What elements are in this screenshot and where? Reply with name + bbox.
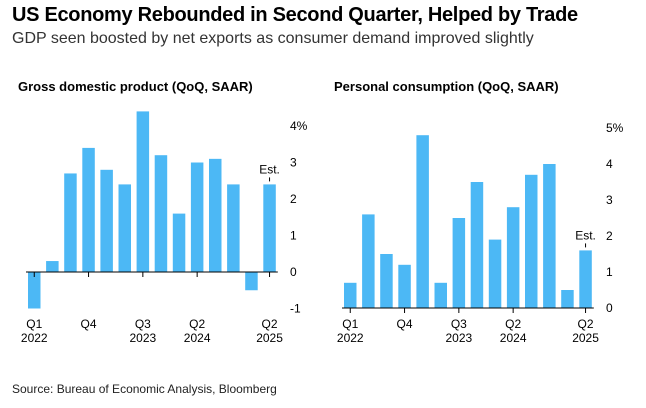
gdp-xtick-year: 2023 — [129, 331, 156, 345]
pce-xtick-label: Q2 — [578, 317, 594, 331]
pce-xtick-year: 2023 — [445, 331, 472, 345]
pce-bar — [579, 250, 592, 308]
gdp-xtick-label: Q2 — [189, 317, 205, 331]
pce-xtick-year: 2022 — [337, 331, 364, 345]
gdp-xtick-year: 2022 — [21, 331, 48, 345]
pce-bar — [543, 164, 556, 308]
gdp-ytick-label: -1 — [290, 302, 301, 316]
gdp-ytick-label: 1 — [290, 229, 297, 243]
gdp-xtick-label: Q1 — [26, 317, 42, 331]
pce-ytick-label: 2 — [606, 229, 613, 243]
pce-bar — [506, 207, 520, 308]
gdp-xtick-year: 2025 — [256, 331, 283, 345]
gdp-bar — [209, 158, 222, 272]
gdp-bar — [136, 111, 150, 273]
pce-xtick-label: Q3 — [451, 317, 467, 331]
pce-bar — [525, 174, 538, 308]
pce-xtick-label: Q1 — [342, 317, 358, 331]
pce-xtick-year: 2024 — [500, 331, 527, 345]
gdp-bar — [263, 184, 276, 272]
pce-bar — [488, 239, 502, 308]
pce-ytick-label: 5% — [606, 121, 624, 135]
gdp-bar — [245, 272, 258, 291]
gdp-bar — [227, 184, 240, 272]
consumption-panel-title: Personal consumption (QoQ, SAAR) — [334, 79, 559, 94]
gdp-bar — [172, 213, 186, 272]
chart-title: US Economy Rebounded in Second Quarter, … — [12, 4, 578, 26]
pce-bar — [362, 214, 375, 308]
gdp-bar — [28, 272, 41, 309]
gdp-bar — [46, 261, 59, 272]
pce-annotation-label: Est. — [575, 228, 596, 242]
chart-subtitle: GDP seen boosted by net exports as consu… — [12, 30, 534, 47]
gdp-ytick-label: 4% — [290, 119, 308, 133]
pce-ytick-label: 0 — [606, 301, 613, 315]
pce-xtick-label: Q2 — [505, 317, 521, 331]
gdp-bar — [100, 169, 113, 272]
gdp-bar — [64, 173, 77, 272]
pce-xtick-year: 2025 — [572, 331, 599, 345]
pce-xtick-label: Q4 — [397, 317, 413, 331]
gdp-bar — [118, 184, 131, 272]
gdp-xtick-label: Q2 — [262, 317, 278, 331]
source-note: Source: Bureau of Economic Analysis, Blo… — [12, 382, 277, 396]
pce-ytick-label: 4 — [606, 157, 613, 171]
gdp-xtick-label: Q4 — [81, 317, 97, 331]
gdp-bar — [190, 162, 204, 272]
gdp-ytick-label: 3 — [290, 156, 297, 170]
gdp-panel-title: Gross domestic product (QoQ, SAAR) — [18, 79, 253, 94]
gdp-bar — [82, 147, 95, 272]
gdp-annotation-label: Est. — [259, 162, 280, 176]
gdp-xtick-label: Q3 — [135, 317, 151, 331]
gdp-ytick-label: 0 — [290, 265, 297, 279]
pce-bar — [398, 264, 411, 308]
pce-bar — [452, 218, 466, 308]
pce-ytick-label: 1 — [606, 265, 613, 279]
pce-bar — [561, 290, 574, 308]
gdp-ytick-label: 2 — [290, 192, 297, 206]
pce-bar — [344, 282, 357, 308]
gdp-xtick-year: 2024 — [184, 331, 211, 345]
pce-bar — [434, 282, 447, 308]
pce-bar — [470, 182, 484, 308]
pce-bar — [416, 135, 429, 308]
gdp-bar — [154, 155, 168, 272]
pce-ytick-label: 3 — [606, 193, 613, 207]
pce-bar — [380, 254, 393, 308]
